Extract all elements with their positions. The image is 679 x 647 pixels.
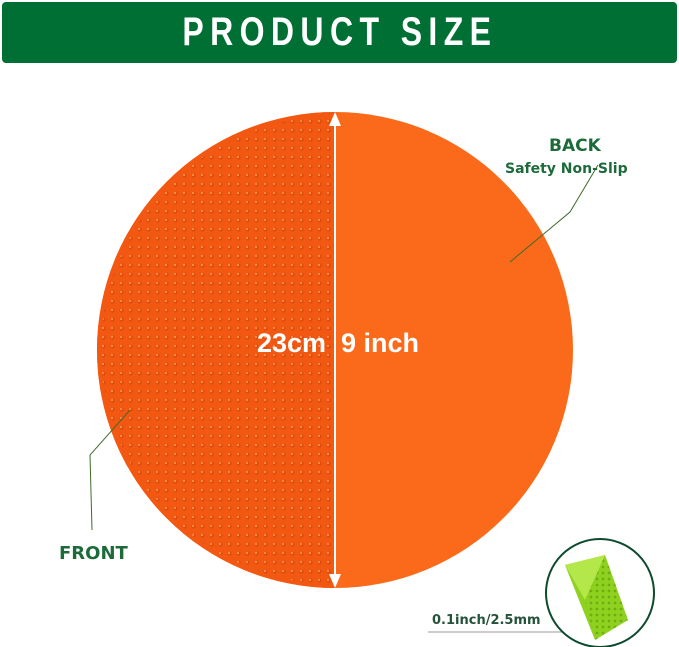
- thickness-inset: [545, 538, 655, 647]
- back-sublabel: Safety Non-Slip: [505, 161, 628, 177]
- diameter-cm: 23cm: [257, 328, 327, 358]
- diameter-inch: 9 inch: [341, 328, 420, 358]
- disc-front-half: [97, 112, 335, 588]
- front-leader-line: [89, 409, 131, 531]
- thickness-label: 0.1inch/2.5mm: [432, 613, 541, 628]
- back-leader-line: [509, 164, 599, 263]
- banner-title: PRODUCT SIZE: [181, 10, 498, 54]
- back-label: BACK: [549, 136, 601, 156]
- front-label: FRONT: [59, 543, 128, 564]
- title-banner: PRODUCT SIZE: [2, 2, 677, 63]
